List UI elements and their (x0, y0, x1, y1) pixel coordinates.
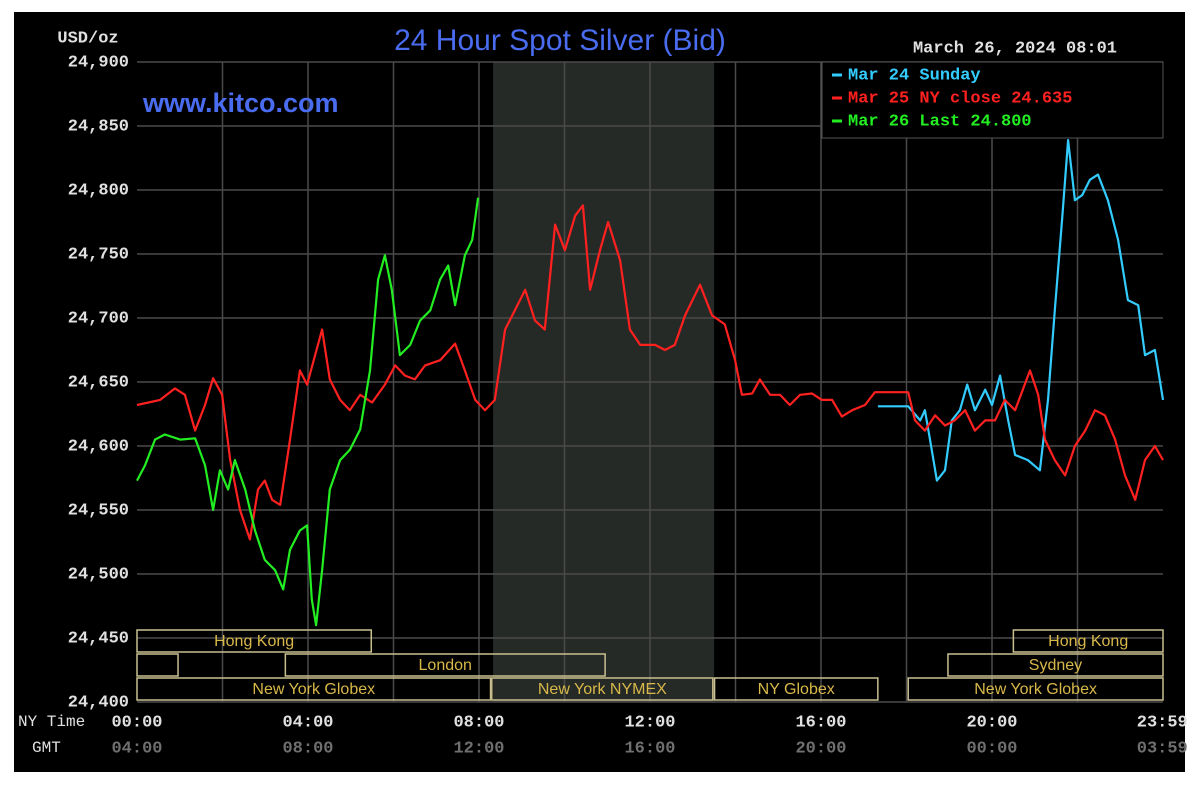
session-box (284, 653, 606, 677)
session-label: New York Globex (252, 681, 375, 698)
gmt-tick-label: 03:59 (1137, 739, 1188, 758)
y-tick-label: 24,550 (68, 501, 129, 520)
legend-entry: Mar 24 Sunday (848, 66, 981, 85)
session-box (1012, 629, 1164, 653)
gmt-tick-label: 12:00 (453, 739, 504, 758)
gmt-tick-label: 20:00 (795, 739, 846, 758)
session-box (907, 677, 1164, 701)
x-tick-label: 16:00 (795, 713, 846, 732)
y-tick-label: 24,700 (68, 309, 129, 328)
x-tick-label: 04:00 (282, 713, 333, 732)
session-label: New York NYMEX (538, 681, 667, 698)
gmt-tick-label: 04:00 (111, 739, 162, 758)
session-label: New York Globex (974, 681, 1097, 698)
series-line (136, 204, 1164, 541)
y-tick-label: 24,450 (68, 629, 129, 648)
y-tick-label: 24,750 (68, 245, 129, 264)
x-tick-label: 00:00 (111, 713, 162, 732)
session-label: London (419, 657, 472, 674)
series-line (877, 139, 1165, 482)
x-tick-label: 23:59 (1137, 713, 1188, 732)
x-row-label: NY Time (18, 713, 85, 731)
y-tick-label: 24,400 (68, 693, 129, 712)
y-tick-label: 24,900 (68, 53, 129, 72)
y-tick-label: 24,600 (68, 437, 129, 456)
session-label: NY Globex (758, 681, 835, 698)
date-label: March 26, 2024 08:01 (913, 39, 1117, 58)
x-tick-label: 20:00 (966, 713, 1017, 732)
chart-title: 24 Hour Spot Silver (Bid) (394, 24, 726, 57)
session-label: Sydney (1029, 657, 1082, 674)
x-tick-label: 12:00 (624, 713, 675, 732)
series-line (136, 197, 480, 627)
session-label: Hong Kong (1048, 633, 1128, 650)
session-box (491, 677, 714, 701)
legend-box (821, 61, 1164, 139)
y-tick-label: 24,800 (68, 181, 129, 200)
legend-entry: Mar 26 Last 24.800 (848, 112, 1032, 131)
gmt-tick-label: 08:00 (282, 739, 333, 758)
y-axis-unit: USD/oz (57, 29, 118, 48)
gmt-tick-label: 16:00 (624, 739, 675, 758)
x2-row-label: GMT (32, 739, 61, 757)
y-tick-label: 24,500 (68, 565, 129, 584)
legend-entry: Mar 25 NY close 24.635 (848, 89, 1072, 108)
session-box (136, 653, 179, 677)
session-box (947, 653, 1164, 677)
watermark: www.kitco.com (142, 88, 339, 118)
session-box (136, 677, 492, 701)
session-label: Hong Kong (214, 633, 294, 650)
y-tick-label: 24,650 (68, 373, 129, 392)
gmt-tick-label: 00:00 (966, 739, 1017, 758)
x-tick-label: 08:00 (453, 713, 504, 732)
y-tick-label: 24,850 (68, 117, 129, 136)
session-box (136, 629, 373, 653)
session-box (713, 677, 879, 701)
